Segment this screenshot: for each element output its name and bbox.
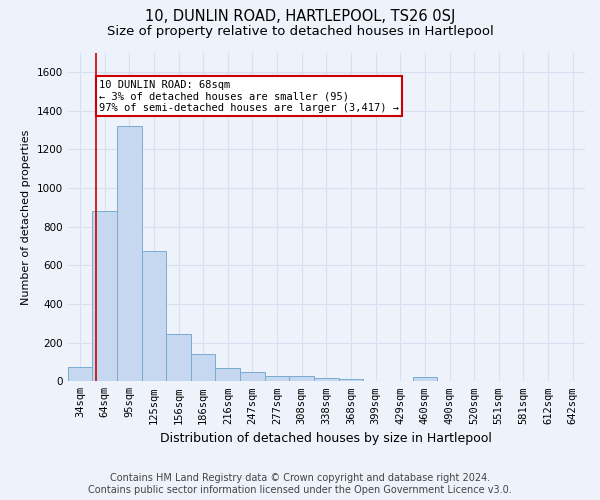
Bar bbox=[191, 354, 215, 382]
Bar bbox=[68, 367, 92, 382]
Bar bbox=[92, 211, 117, 382]
Text: 10 DUNLIN ROAD: 68sqm
← 3% of detached houses are smaller (95)
97% of semi-detac: 10 DUNLIN ROAD: 68sqm ← 3% of detached h… bbox=[99, 80, 399, 113]
Bar bbox=[314, 378, 338, 382]
Bar bbox=[289, 376, 314, 382]
Bar bbox=[338, 380, 363, 382]
Bar bbox=[413, 378, 437, 382]
Bar bbox=[142, 251, 166, 382]
Bar bbox=[240, 372, 265, 382]
Bar bbox=[166, 334, 191, 382]
Y-axis label: Number of detached properties: Number of detached properties bbox=[21, 129, 31, 304]
Text: Size of property relative to detached houses in Hartlepool: Size of property relative to detached ho… bbox=[107, 25, 493, 38]
Text: 10, DUNLIN ROAD, HARTLEPOOL, TS26 0SJ: 10, DUNLIN ROAD, HARTLEPOOL, TS26 0SJ bbox=[145, 9, 455, 24]
Text: Contains HM Land Registry data © Crown copyright and database right 2024.
Contai: Contains HM Land Registry data © Crown c… bbox=[88, 474, 512, 495]
Bar bbox=[215, 368, 240, 382]
X-axis label: Distribution of detached houses by size in Hartlepool: Distribution of detached houses by size … bbox=[160, 432, 492, 445]
Bar bbox=[117, 126, 142, 382]
Bar bbox=[265, 376, 289, 382]
